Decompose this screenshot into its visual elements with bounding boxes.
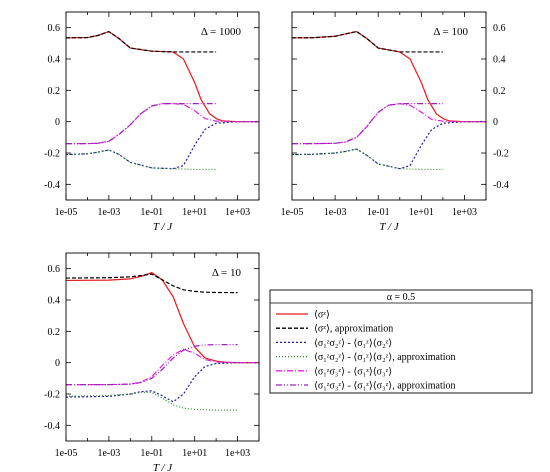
y-tick-label: 0 (55, 358, 60, 369)
x-tick-label: 1e+03 (225, 207, 250, 218)
series-group (66, 271, 259, 411)
x-tick-label: 1e+03 (452, 207, 477, 218)
x-tick-label: 1e+01 (182, 207, 207, 218)
chart-panel-2: 1e-05 1e-03 1e-01 1e+01 1e+03 -0.4 -0.2 0 0.2 0.4… (281, 11, 509, 233)
series-line-2 (292, 30, 443, 53)
series-line-4 (66, 149, 217, 171)
series-line-1 (292, 30, 486, 123)
y-tick-label: 0 (55, 117, 60, 128)
y-tick-label: 0.4 (48, 296, 61, 307)
x-tick-label: 1e-01 (367, 207, 390, 218)
series-line-6 (66, 344, 238, 386)
series-line-6 (66, 103, 217, 145)
y-tick-label: 0.6 (48, 264, 61, 275)
y-tick-label: 0.2 (493, 86, 506, 97)
series-line-2 (66, 273, 238, 294)
legend-box (269, 289, 533, 394)
series-line-1 (66, 30, 259, 123)
legend-title: α = 0.5 (387, 292, 415, 303)
series-line-3 (66, 121, 259, 170)
x-tick-label: 1e-05 (55, 207, 78, 218)
panel-annotation: Δ = 10 (212, 267, 242, 279)
x-tick-label: 1e+01 (409, 207, 434, 218)
series-line-5 (292, 103, 486, 145)
series-line-1 (66, 271, 259, 364)
x-tick-label: 1e-03 (97, 448, 120, 459)
y-tick-label: -0.2 (44, 149, 60, 160)
panel-annotation: Δ = 1000 (201, 26, 242, 38)
series-line-5 (66, 348, 259, 386)
series-line-4 (66, 391, 238, 411)
plot-frame (65, 11, 260, 201)
chart-panel-3: 1e-05 1e-03 1e-01 1e+01 1e+03 -0.4 -0.2 0 0.2 0.4… (44, 252, 260, 472)
y-tick-label: -0.4 (44, 180, 60, 191)
legend-label: ⟨σ₁ᶻσ₂ᶻ⟩ - ⟨σ₁ᶻ⟩⟨σ₂ᶻ⟩, approximation (314, 352, 456, 363)
x-tick-label: 1e-03 (97, 207, 120, 218)
x-tick-label: 1e+03 (225, 448, 250, 459)
y-tick-label: 0.6 (493, 23, 506, 34)
x-tick-label: 1e+01 (182, 448, 207, 459)
y-tick-label: 0 (493, 117, 498, 128)
y-tick-label: 0.6 (48, 23, 61, 34)
y-tick-label: -0.2 (44, 390, 60, 401)
legend-label: ⟨σᶻ⟩ (314, 310, 330, 321)
y-tick-label: -0.4 (493, 180, 509, 191)
legend-label: ⟨σ₁ᶻσ₂ᶻ⟩ - ⟨σ₁ᶻ⟩⟨σ₂ᶻ⟩ (314, 338, 392, 349)
legend-label: ⟨σ₁ᶻσ₃ᶻ⟩ - ⟨σ₁ᶻ⟩⟨σ₃ᶻ⟩ (314, 366, 392, 377)
legend: α = 0.5 ⟨σᶻ⟩ ⟨σᶻ⟩, approximation ⟨σ₁ᶻσ₂ᶻ⟩ -… (269, 289, 533, 394)
series-group (292, 30, 486, 171)
series-line-5 (66, 103, 259, 145)
series-line-4 (292, 148, 443, 171)
y-tick-label: 0.2 (48, 86, 61, 97)
y-tick-label: 0.2 (48, 327, 61, 338)
series-group (66, 30, 259, 171)
x-tick-label: 1e-01 (140, 207, 163, 218)
legend-label: ⟨σ₁ᶻσ₃ᶻ⟩ - ⟨σ₁ᶻ⟩⟨σ₃ᶻ⟩, approximation (314, 381, 456, 392)
x-axis-label: T / J (153, 462, 173, 472)
x-axis-label: T / J (153, 221, 173, 233)
chart-panel-1: 1e-05 1e-03 1e-01 1e+01 1e+03 -0.4 -0.2 0 0.2 0.4… (44, 11, 260, 233)
series-line-2 (66, 30, 217, 53)
x-tick-label: 1e-01 (140, 448, 163, 459)
y-tick-label: -0.4 (44, 421, 60, 432)
series-line-3 (66, 362, 259, 403)
x-tick-label: 1e-03 (324, 207, 347, 218)
legend-label: ⟨σᶻ⟩, approximation (314, 324, 393, 335)
y-tick-label: 0.4 (48, 55, 61, 66)
series-line-6 (292, 103, 443, 145)
y-tick-label: -0.2 (493, 149, 509, 160)
plot-frame (65, 252, 260, 442)
y-tick-label: 0.4 (493, 55, 506, 66)
plot-frame (291, 11, 487, 201)
x-tick-label: 1e-05 (55, 448, 78, 459)
x-tick-label: 1e-05 (281, 207, 304, 218)
panel-annotation: Δ = 100 (433, 26, 468, 38)
x-axis-label: T / J (379, 221, 399, 233)
series-line-3 (292, 121, 486, 170)
